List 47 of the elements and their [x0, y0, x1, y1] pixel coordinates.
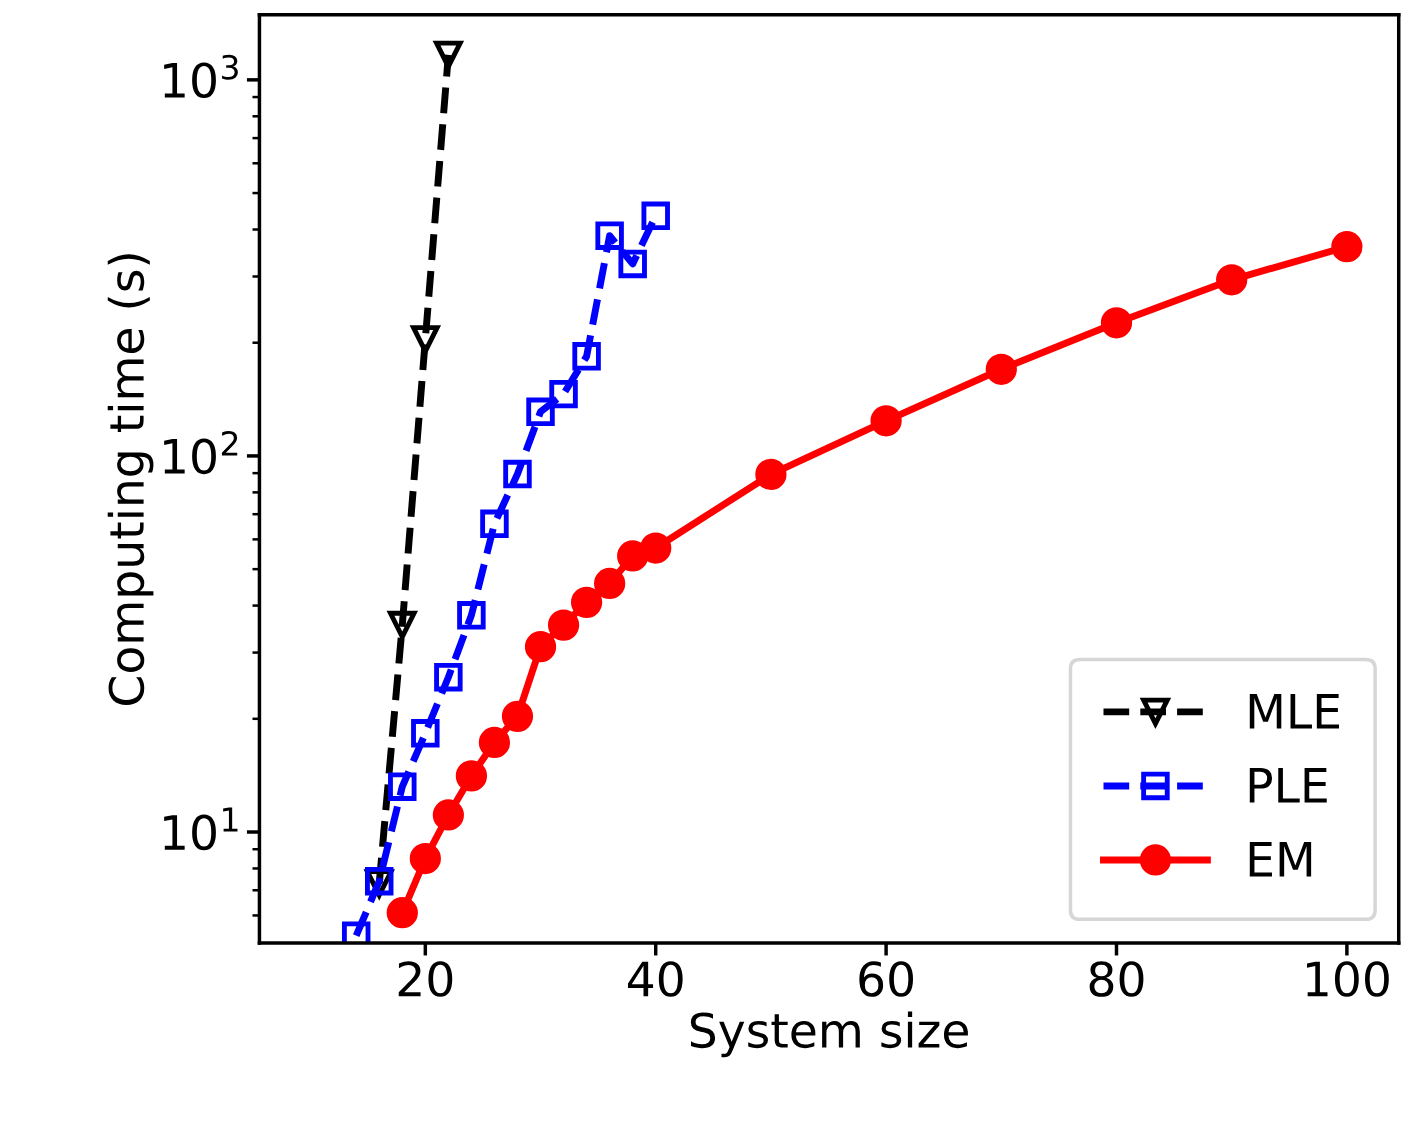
- point: [1216, 264, 1248, 296]
- point: [1331, 231, 1363, 263]
- point: [617, 540, 649, 572]
- point: [549, 379, 578, 409]
- point: [503, 459, 532, 489]
- point: [594, 567, 626, 600]
- x-tick-label: 40: [627, 961, 683, 997]
- point: [386, 897, 418, 929]
- point: [411, 719, 440, 748]
- legend-label: EM: [1249, 842, 1312, 877]
- x-tick-label: 60: [859, 961, 914, 997]
- point: [547, 609, 580, 641]
- point: [409, 842, 441, 875]
- point: [985, 353, 1017, 385]
- point: [455, 760, 488, 792]
- x-axis-title: System size: [690, 1011, 968, 1058]
- point: [595, 221, 624, 250]
- point: [1100, 307, 1133, 339]
- point: [411, 325, 440, 354]
- point: [480, 509, 509, 539]
- point: [365, 866, 394, 896]
- point: [434, 40, 463, 70]
- legend-label: PLE: [1249, 768, 1327, 803]
- point: [618, 249, 647, 279]
- y-tick-label: 10$^{3}$: [164, 54, 238, 99]
- x-tick-label: 20: [398, 961, 453, 997]
- point: [572, 342, 601, 371]
- point: [388, 772, 417, 801]
- y-tick-label: 10$^{2}$: [164, 430, 238, 475]
- point: [641, 201, 670, 231]
- point: [457, 601, 486, 630]
- y-tick-label: 10$^{1}$: [164, 807, 238, 851]
- point: [870, 405, 902, 437]
- point: [478, 726, 511, 759]
- point: [570, 586, 603, 618]
- point: [501, 700, 534, 732]
- legend-label: MLE: [1249, 693, 1340, 729]
- point: [755, 458, 787, 491]
- point: [526, 397, 555, 427]
- point: [524, 631, 557, 663]
- x-tick-label: 100: [1307, 961, 1389, 997]
- point: [434, 662, 463, 692]
- point: [640, 532, 672, 564]
- x-tick-label: 80: [1089, 961, 1144, 997]
- y-axis-title: Computing time (s): [107, 254, 154, 705]
- point: [432, 799, 464, 831]
- point: [388, 610, 417, 640]
